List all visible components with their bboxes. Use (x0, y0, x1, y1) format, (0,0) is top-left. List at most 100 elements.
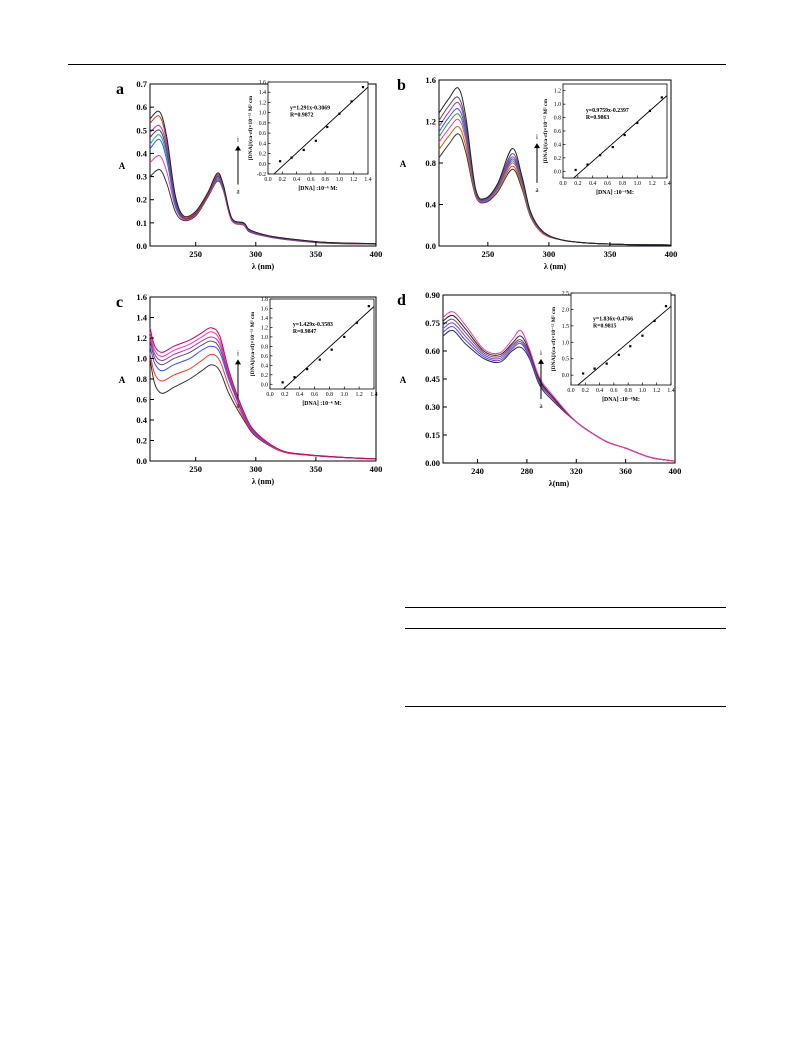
inset-y-tick-label: 1.2 (261, 325, 268, 331)
spectrum-curve-6 (442, 311, 676, 462)
inset-data-point (338, 112, 341, 115)
inset-y-axis-label: [DNA]/(εa-εf)×10⁻¹² M² cm (249, 311, 256, 376)
inset-data-point (660, 96, 663, 99)
inset-x-axis-label: [DNA] :10⁻⁶ M: (302, 401, 341, 407)
arrow-end-label: i (540, 349, 542, 357)
x-tick-label: 280 (521, 466, 534, 476)
x-tick-label: 250 (481, 249, 494, 259)
y-tick-label: 1.2 (425, 117, 436, 127)
inset-y-tick-label: 2.5 (562, 291, 569, 297)
table-header-rule (405, 628, 726, 629)
chart-panel-d: d 240 280 320 360 400 0.00 0.15 0.30 0.45 0.60 0.75… (395, 285, 685, 490)
inset-x-tick-label: 0.8 (619, 181, 626, 187)
inset-r-value: R=0.9872 (290, 113, 314, 119)
inset-x-tick-label: 0.6 (311, 392, 318, 398)
inset-y-tick-label: 1.2 (554, 89, 561, 95)
arrow-head-icon (534, 143, 540, 149)
y-axis-label: A (400, 159, 407, 169)
x-tick-label: 360 (619, 466, 632, 476)
y-tick-label: 0.7 (136, 79, 147, 89)
inset-x-tick-label: 0.8 (625, 388, 632, 394)
y-tick-label: 0.00 (425, 458, 440, 468)
inset-x-tick-label: 0.2 (582, 388, 589, 394)
inset-y-tick-label: 0.4 (261, 363, 268, 369)
arrow-head-icon (538, 358, 544, 364)
inset-y-tick-label: 0.2 (261, 373, 268, 379)
chart-svg-b: b 250 300 350 400 0.0 0.4 0.8 1.2 1.6 λ (nm) Aa i 0.0… (397, 75, 677, 271)
inset-equation: y=1.291x-0.3069 (290, 106, 330, 112)
inset-data-point (314, 139, 317, 142)
inset-data-point (582, 372, 585, 375)
inset-plot: 0.0 0.2 0.4 0.6 0.8 1.0 1.2 1.4 0.0 0.2 0.4 0.6 0.8 1… (542, 83, 671, 196)
inset-y-tick-label: 1.0 (259, 111, 266, 117)
x-tick-label: 400 (370, 464, 383, 474)
inset-y-axis-label: [DNA]/(εa-εf)×10⁻¹² M² cm (247, 95, 254, 160)
panel-label: d (397, 292, 406, 309)
y-tick-label: 0.1 (136, 218, 147, 228)
inset-y-tick-label: 2.0 (562, 307, 569, 313)
inset-x-tick-label: 0.2 (281, 392, 288, 398)
inset-x-tick-label: 1.0 (336, 177, 343, 183)
x-tick-label: 250 (189, 249, 202, 259)
inset-x-tick-label: 0.4 (596, 388, 603, 394)
inset-data-point (306, 368, 309, 371)
y-tick-label: 0.15 (425, 430, 440, 440)
inset-x-tick-label: 0.4 (296, 392, 303, 398)
inset-y-tick-label: 0.0 (554, 169, 561, 175)
arrow-end-label: i (536, 133, 538, 141)
inset-data-point (636, 121, 639, 125)
inset-y-axis-label: [DNA]/(εa-εf)×10⁻¹² M² cm (542, 98, 549, 163)
inset-plot: 0.0 0.2 0.4 0.6 0.8 1.0 1.2 1.4-0.20.00.20.40.6… (247, 80, 372, 192)
inset-data-point (361, 86, 365, 89)
inset-x-tick-label: 1.2 (649, 181, 656, 187)
arrow-start-label: a (236, 187, 240, 195)
inset-x-tick-label: 0.0 (264, 177, 271, 183)
inset-data-point (330, 348, 333, 351)
x-tick-label: 350 (604, 249, 617, 259)
chart-svg-c: c 250 300 350 400 0.0 0.2 0.4 0.6 0.8 1.0 1.2 1.4 1.6… (116, 292, 383, 486)
x-axis-label: λ (nm) (252, 262, 275, 271)
inset-r-value: R=0.9847 (293, 329, 317, 335)
y-tick-label: 0.3 (136, 172, 147, 182)
inset-y-tick-label: 0.6 (554, 129, 561, 135)
inset-plot: 0.0 0.2 0.4 0.6 0.8 1.0 1.2 1.4 0.0 0.2 0.4 0.6 0.8 1… (249, 297, 378, 407)
y-axis-label: A (119, 375, 126, 385)
x-tick-label: 300 (249, 249, 262, 259)
y-tick-label: 0.4 (136, 148, 147, 158)
inset-y-tick-label: 1.4 (259, 90, 266, 96)
y-tick-label: 0.6 (136, 102, 147, 112)
inset-data-point (350, 100, 353, 103)
arrow-start-label: a (539, 402, 543, 410)
inset-data-point (617, 353, 620, 356)
x-axis-label: λ (nm) (544, 262, 567, 271)
inset-data-point (648, 109, 652, 112)
inset-data-point (641, 334, 644, 337)
inset-y-axis-label: [DNA]/(εa-εf)×10⁻¹² M² cm (550, 306, 557, 371)
inset-plot: 0.0 0.2 0.4 0.6 0.8 1.0 1.2 1.4 0.0 0.5 1.0 1.5 2.0 2… (550, 291, 675, 403)
chart-panel-a: a 250 300 350 400 0.0 0.1 0.2 0.3 0.4 0.5 0.6 0.7 λ (… (110, 76, 390, 276)
inset-frame (267, 81, 369, 175)
arrow-head-icon (235, 359, 241, 365)
plot-frame (149, 83, 377, 247)
inset-frame (269, 298, 375, 390)
table-top-rule (405, 607, 726, 608)
inset-x-tick-label: 1.4 (667, 388, 674, 394)
x-tick-label: 350 (310, 249, 323, 259)
inset-data-point (281, 381, 284, 384)
y-tick-label: 0.0 (425, 241, 436, 251)
inset-data-point (355, 321, 359, 324)
inset-x-tick-label: 0.0 (559, 181, 566, 187)
y-tick-label: 0.0 (136, 456, 147, 466)
inset-data-point (290, 156, 293, 159)
inset-x-tick-label: 1.2 (653, 388, 660, 394)
inset-y-tick-label: 0.0 (261, 382, 268, 388)
table-bottom-rule (405, 706, 726, 707)
inset-x-tick-label: 1.0 (634, 181, 641, 187)
inset-x-tick-label: 0.2 (279, 177, 286, 183)
y-axis-label: A (119, 161, 126, 171)
inset-x-tick-label: 1.4 (663, 181, 670, 187)
inset-x-axis-label: [DNA] :10⁻⁶ M: (298, 186, 337, 192)
x-tick-label: 320 (570, 466, 583, 476)
inset-y-tick-label: 0.6 (261, 354, 268, 360)
